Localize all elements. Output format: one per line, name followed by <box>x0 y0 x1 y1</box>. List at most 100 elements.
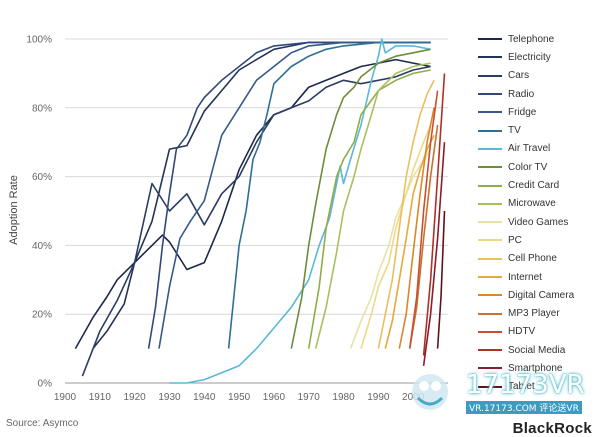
legend-item: Fridge <box>478 103 596 121</box>
legend-label: Credit Card <box>508 180 560 192</box>
legend-swatch <box>478 38 502 41</box>
x-tick-label: 1980 <box>332 392 355 403</box>
legend-swatch <box>478 276 502 278</box>
series-line-air-travel <box>169 38 431 384</box>
y-tick-label: 20% <box>32 310 52 321</box>
x-tick-label: 1970 <box>298 392 321 403</box>
legend-swatch <box>478 111 502 114</box>
legend-label: HDTV <box>508 326 536 338</box>
legend-item: Radio <box>478 85 596 103</box>
legend-swatch <box>478 74 502 77</box>
legend-label: Digital Camera <box>508 289 575 301</box>
x-tick-label: 1960 <box>263 392 286 403</box>
legend-label: Color TV <box>508 161 548 173</box>
series-line-smartphone <box>422 142 446 366</box>
legend-label: Radio <box>508 88 535 100</box>
legend-item: Video Games <box>478 213 596 231</box>
legend-swatch <box>478 367 502 370</box>
legend-item: Cell Phone <box>478 250 596 268</box>
series-line-telephone <box>74 58 431 349</box>
legend-swatch <box>478 184 502 187</box>
legend-swatch <box>478 257 502 260</box>
series-lines <box>74 38 446 384</box>
series-line-video-games <box>349 148 432 349</box>
legend-item: Digital Camera <box>478 286 596 304</box>
y-tick-label: 80% <box>32 103 52 114</box>
legend-swatch <box>478 239 502 242</box>
legend-item: Social Media <box>478 341 596 359</box>
legend-label: PC <box>508 234 522 246</box>
legend-item: Air Travel <box>478 140 596 158</box>
legend-item: Cars <box>478 67 596 85</box>
legend-label: TV <box>508 125 521 137</box>
legend-label: MP3 Player <box>508 308 560 320</box>
legend-item: MP3 Player <box>478 304 596 322</box>
blackrock-logo: BlackRock <box>512 420 592 437</box>
legend-swatch <box>478 330 502 333</box>
legend-label: Electricity <box>508 51 551 63</box>
legend-label: Smartphone <box>508 362 563 374</box>
legend-item: Internet <box>478 268 596 286</box>
legend-label: Air Travel <box>508 143 551 155</box>
series-line-cell-phone <box>377 79 435 349</box>
legend-item: Telephone <box>478 30 596 48</box>
series-line-tv <box>227 41 431 349</box>
watermark-text: 17173VR <box>466 370 585 400</box>
y-tick-label: 60% <box>32 172 52 183</box>
legend-swatch <box>478 349 502 352</box>
x-tick-label: 1990 <box>367 392 390 403</box>
y-axis-ticks: 0% 20% 40% 60% 80% 100% <box>26 35 52 390</box>
x-tick-label: 1910 <box>89 392 112 403</box>
legend-label: Telephone <box>508 33 555 45</box>
series-line-social-media <box>422 73 446 356</box>
watermark: 17173VR VR.17173.COM 评论送VR <box>400 368 596 416</box>
legend-item: Color TV <box>478 158 596 176</box>
chart-legend: Telephone Electricity Cars Radio Fridge TV Air… <box>478 30 596 396</box>
source-note: Source: Asymco <box>6 418 79 429</box>
legend-label: Fridge <box>508 106 537 118</box>
series-line-microwave <box>314 62 431 349</box>
legend-label: Microwave <box>508 198 556 210</box>
legend-item: Credit Card <box>478 176 596 194</box>
legend-item: HDTV <box>478 323 596 341</box>
legend-label: Cell Phone <box>508 253 557 265</box>
legend-label: Tablet <box>508 381 535 393</box>
legend-swatch <box>478 221 502 224</box>
legend-swatch <box>478 147 502 150</box>
series-line-tablet <box>436 210 446 349</box>
chart-grid <box>65 38 448 384</box>
legend-swatch <box>478 202 502 205</box>
series-line-radio <box>147 41 431 349</box>
series-line-credit-card <box>307 69 431 349</box>
series-line-fridge <box>158 41 431 349</box>
legend-item: Microwave <box>478 195 596 213</box>
watermark-logo-icon <box>412 374 448 410</box>
x-tick-label: 1930 <box>158 392 181 403</box>
legend-swatch <box>478 385 502 388</box>
legend-label: Social Media <box>508 344 566 356</box>
legend-swatch <box>478 166 502 169</box>
y-axis-label: Adoption Rate <box>8 175 20 245</box>
legend-item: PC <box>478 231 596 249</box>
legend-label: Cars <box>508 70 530 82</box>
y-tick-label: 100% <box>26 35 52 46</box>
legend-item: Electricity <box>478 48 596 66</box>
series-line-color-tv <box>290 48 431 349</box>
series-line-cars <box>81 65 431 377</box>
y-tick-label: 40% <box>32 241 52 252</box>
watermark-subtext: VR.17173.COM 评论送VR <box>466 401 582 414</box>
legend-item: Smartphone <box>478 359 596 377</box>
legend-item: Tablet <box>478 378 596 396</box>
legend-label: Internet <box>508 271 542 283</box>
x-tick-label: 1900 <box>54 392 77 403</box>
series-line-mp3-player <box>408 124 439 349</box>
x-tick-label: 1940 <box>193 392 216 403</box>
legend-swatch <box>478 294 502 297</box>
x-axis-ticks: 1900 1910 1920 1930 1940 1950 1960 1970 1980 1990… <box>54 392 425 403</box>
x-tick-label: 1920 <box>124 392 147 403</box>
legend-swatch <box>478 129 502 132</box>
legend-item: TV <box>478 121 596 139</box>
legend-swatch <box>478 93 502 96</box>
legend-label: Video Games <box>508 216 569 228</box>
